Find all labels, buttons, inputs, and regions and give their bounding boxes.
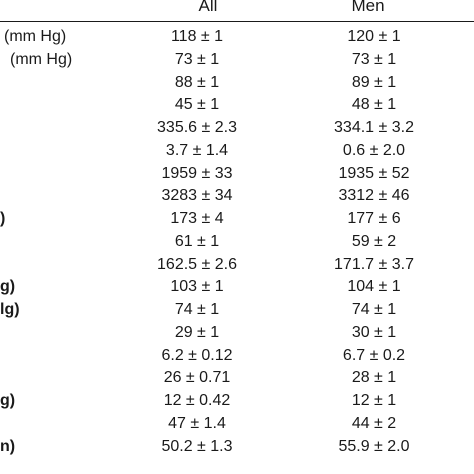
table-row: 3.7 ± 1.4 0.6 ± 2.0	[0, 140, 474, 163]
cell-men: 120 ± 1	[347, 28, 401, 45]
cell-all: 29 ± 1	[174, 323, 220, 341]
cell-men: 104 ± 1	[347, 278, 401, 296]
cell-men: 334.1 ± 3.2	[334, 119, 414, 136]
cell-men: 48 ± 1	[351, 96, 397, 114]
table-row: g) 103 ± 1 104 ± 1	[0, 276, 474, 299]
cell-men: 59 ± 2	[351, 232, 397, 250]
table-row: 335.6 ± 2.3 334.1 ± 3.2	[0, 117, 474, 140]
table-header: All Men	[0, 0, 474, 18]
cell-all: 61 ± 1	[174, 232, 220, 250]
cell-all: 73 ± 1	[174, 50, 220, 68]
cell-men: 74 ± 1	[351, 301, 397, 318]
cell-all: 47 ± 1.4	[168, 414, 226, 432]
cell-all: 6.2 ± 0.12	[161, 346, 233, 364]
cell-all: 45 ± 1	[174, 96, 220, 114]
cell-men: 177 ± 6	[347, 210, 401, 227]
table-row: (mm Hg) 73 ± 1 73 ± 1	[0, 49, 474, 72]
cell-men: 89 ± 1	[351, 73, 397, 91]
cell-all: 3283 ± 34	[161, 187, 233, 205]
row-label: )	[0, 210, 6, 227]
table-row: 47 ± 1.4 44 ± 2	[0, 413, 474, 436]
cell-men: 12 ± 1	[351, 392, 397, 409]
table-row: 61 ± 1 59 ± 2	[0, 231, 474, 254]
row-label: n)	[0, 437, 16, 455]
cell-men: 73 ± 1	[351, 50, 397, 68]
cell-all: 12 ± 0.42	[163, 392, 231, 409]
cell-men: 3312 ± 46	[338, 187, 410, 205]
cell-all: 50.2 ± 1.3	[161, 437, 233, 455]
cell-all: 3.7 ± 1.4	[165, 141, 229, 159]
table-row: n) 50.2 ± 1.3 55.9 ± 2.0	[0, 436, 474, 459]
cell-men: 44 ± 2	[351, 414, 397, 432]
cell-all: 26 ± 0.71	[163, 369, 231, 387]
cell-men: 1935 ± 52	[338, 164, 410, 182]
table-row: 29 ± 1 30 ± 1	[0, 322, 474, 345]
table-row: g) 12 ± 0.42 12 ± 1	[0, 390, 474, 413]
cell-all: 118 ± 1	[170, 28, 224, 45]
cell-all: 103 ± 1	[170, 278, 224, 296]
table-row: 45 ± 1 48 ± 1	[0, 94, 474, 117]
table-row: 6.2 ± 0.12 6.7 ± 0.2	[0, 345, 474, 368]
cell-all: 335.6 ± 2.3	[157, 119, 237, 136]
column-header-all: All	[198, 0, 218, 15]
cell-men: 28 ± 1	[351, 369, 397, 387]
cell-all: 1959 ± 33	[161, 164, 233, 182]
table-row: ) 173 ± 4 177 ± 6	[0, 208, 474, 231]
table-row: 3283 ± 34 3312 ± 46	[0, 185, 474, 208]
cell-men: 30 ± 1	[351, 323, 397, 341]
row-label: g)	[0, 392, 16, 409]
row-label: g)	[0, 278, 16, 296]
table-row: lg) 74 ± 1 74 ± 1	[0, 299, 474, 322]
cell-all: 162.5 ± 2.6	[157, 255, 237, 273]
cell-men: 171.7 ± 3.7	[334, 255, 414, 273]
row-label: lg)	[0, 301, 20, 318]
cell-all: 88 ± 1	[174, 73, 220, 91]
cell-all: 173 ± 4	[170, 210, 224, 227]
table-row: 26 ± 0.71 28 ± 1	[0, 367, 474, 390]
table-row: 1959 ± 33 1935 ± 52	[0, 163, 474, 186]
cell-men: 55.9 ± 2.0	[338, 437, 410, 455]
table-row: (mm Hg) 118 ± 1 120 ± 1	[0, 26, 474, 49]
table-body: (mm Hg) 118 ± 1 120 ± 1 (mm Hg) 73 ± 1 73 ± 1…	[0, 26, 474, 458]
cell-men: 0.6 ± 2.0	[342, 141, 406, 159]
row-label: (mm Hg)	[10, 50, 73, 68]
table-row: 88 ± 1 89 ± 1	[0, 72, 474, 95]
cell-men: 6.7 ± 0.2	[342, 346, 406, 364]
header-rule	[0, 21, 474, 22]
cell-all: 74 ± 1	[174, 301, 220, 318]
table-row: 162.5 ± 2.6 171.7 ± 3.7	[0, 254, 474, 277]
row-label: (mm Hg)	[4, 28, 67, 45]
column-header-men: Men	[351, 0, 385, 15]
